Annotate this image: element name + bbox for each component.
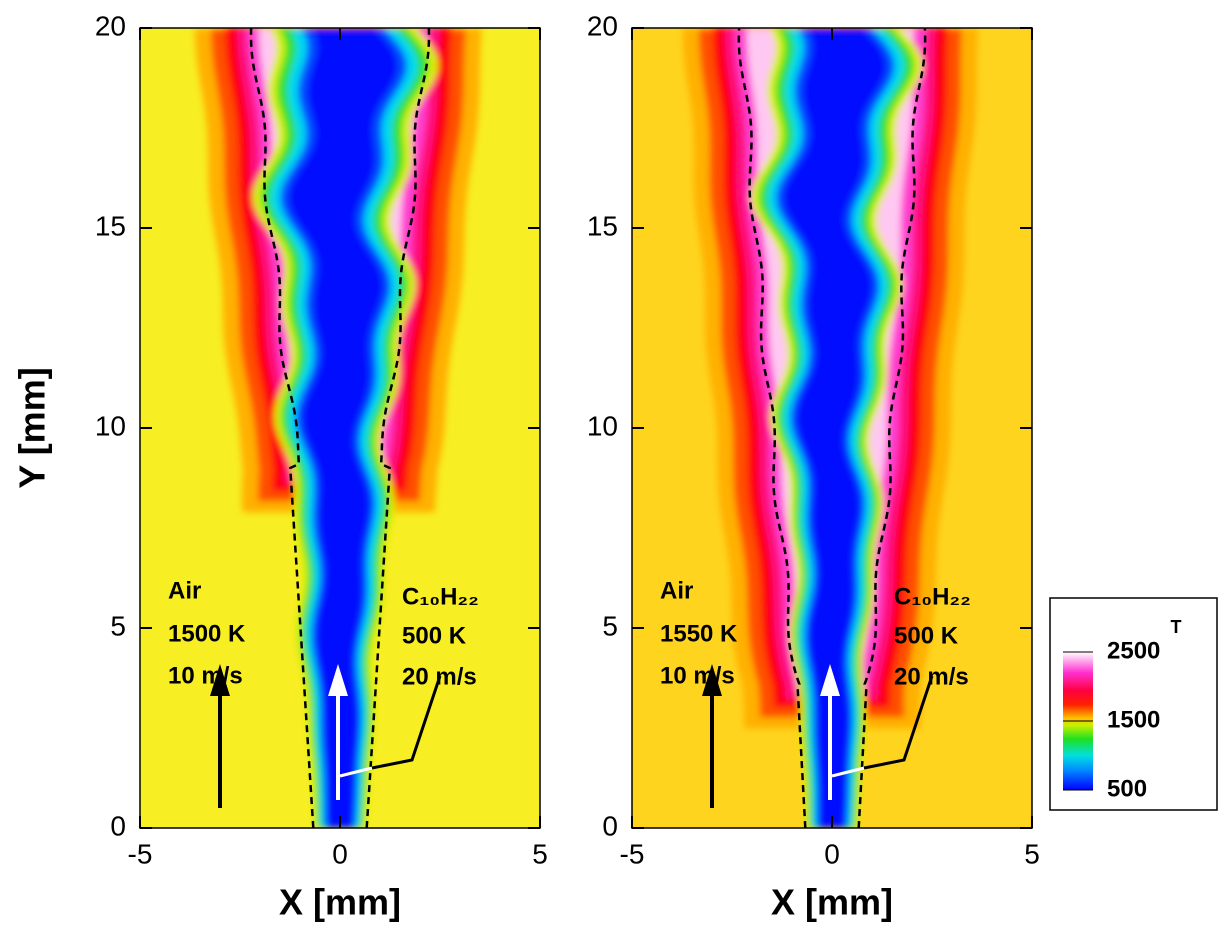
y-tick-label: 20 bbox=[95, 10, 126, 41]
colorbar-tick-label: 1500 bbox=[1107, 706, 1160, 733]
temperature-field bbox=[140, 28, 540, 828]
temperature-field bbox=[632, 28, 1032, 828]
y-axis-label: Y [mm] bbox=[12, 367, 53, 488]
inlet-annotation: Air bbox=[660, 577, 693, 604]
stoichiometric-line bbox=[857, 28, 927, 828]
x-axis-label: X [mm] bbox=[279, 882, 401, 923]
y-tick-label: 5 bbox=[602, 610, 618, 641]
y-tick-label: 0 bbox=[110, 810, 126, 841]
fuel-arrow-head bbox=[328, 664, 348, 696]
stoichiometric-line bbox=[737, 28, 807, 828]
leader-white bbox=[831, 766, 865, 778]
air-arrow-head bbox=[702, 664, 722, 696]
field-layers bbox=[682, 28, 978, 828]
y-tick-label: 15 bbox=[95, 210, 126, 241]
x-tick-label: 0 bbox=[824, 838, 840, 869]
x-tick-label: 5 bbox=[532, 838, 548, 869]
field-band bbox=[783, 28, 887, 828]
air-arrow-head bbox=[210, 664, 230, 696]
inlet-annotation: 500 K bbox=[894, 622, 959, 649]
leader-black bbox=[863, 675, 934, 770]
y-tick-label: 0 bbox=[602, 810, 618, 841]
field-layers bbox=[194, 28, 482, 828]
inlet-annotation: 10 m/s bbox=[168, 662, 243, 689]
x-axis-label: X [mm] bbox=[771, 882, 893, 923]
y-tick-label: 15 bbox=[587, 210, 618, 241]
inlet-annotation: 500 K bbox=[402, 622, 467, 649]
x-tick-label: 5 bbox=[1024, 838, 1040, 869]
x-tick-label: 0 bbox=[332, 838, 348, 869]
inlet-annotation: Air bbox=[168, 577, 201, 604]
fuel-arrow-head bbox=[820, 664, 840, 696]
colorbar-title: T bbox=[1171, 617, 1182, 637]
colorbar-tick-label: 500 bbox=[1107, 775, 1147, 802]
x-tick-label: -5 bbox=[128, 838, 153, 869]
stoichiometric-line bbox=[365, 28, 431, 828]
y-tick-label: 5 bbox=[110, 610, 126, 641]
y-tick-label: 10 bbox=[587, 410, 618, 441]
inlet-annotation: C₁₀H₂₂ bbox=[402, 583, 479, 610]
field-band bbox=[288, 28, 398, 828]
y-tick-label: 10 bbox=[95, 410, 126, 441]
x-tick-label: -5 bbox=[620, 838, 645, 869]
colorbar-tick-label: 2500 bbox=[1107, 637, 1160, 664]
inlet-annotation: 20 m/s bbox=[894, 663, 969, 690]
y-tick-label: 20 bbox=[587, 10, 618, 41]
inlet-annotation: C₁₀H₂₂ bbox=[894, 583, 971, 610]
stoichiometric-line bbox=[249, 28, 315, 828]
leader-white bbox=[339, 766, 373, 778]
inlet-annotation: 10 m/s bbox=[660, 662, 735, 689]
inlet-annotation: 1550 K bbox=[660, 620, 738, 647]
inlet-annotation: 20 m/s bbox=[402, 663, 477, 690]
leader-black bbox=[371, 675, 442, 770]
inlet-annotation: 1500 K bbox=[168, 620, 246, 647]
